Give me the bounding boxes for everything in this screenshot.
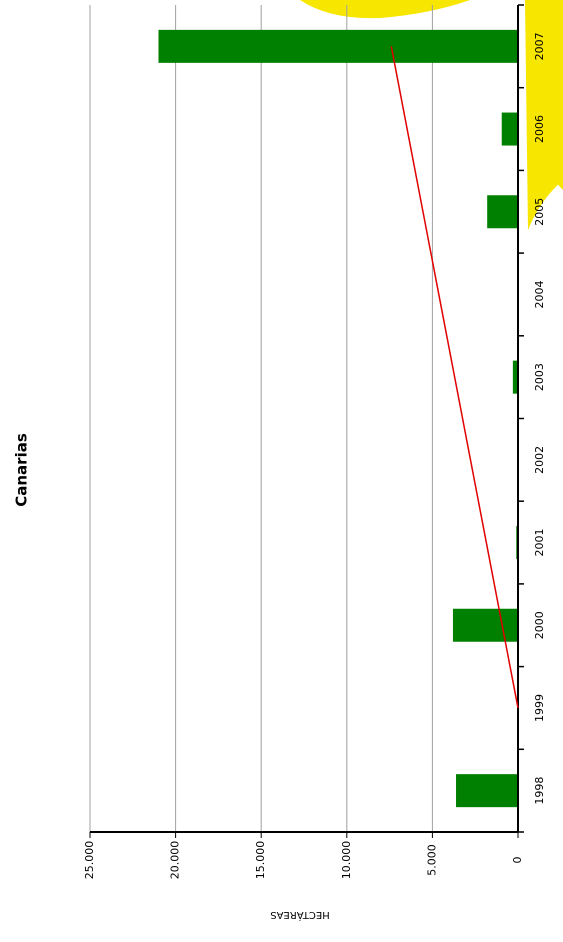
- y-tick-label: 15.000: [254, 841, 267, 880]
- y-tick-label: 25.000: [83, 841, 96, 880]
- y-tick-label: 10.000: [340, 841, 353, 880]
- axis-title: HECTÁREAS: [270, 909, 329, 922]
- bar: [487, 195, 518, 229]
- y-tick-label: 0: [511, 857, 524, 864]
- x-tick-label: 2000: [533, 611, 546, 639]
- logo-decoration: [300, 0, 563, 190]
- chart-title: Canarias: [13, 433, 31, 507]
- x-tick-label: 2006: [533, 115, 546, 143]
- x-tick-label: 1999: [533, 694, 546, 722]
- x-tick-label: 2004: [533, 280, 546, 308]
- x-tick-label: 2002: [533, 446, 546, 474]
- bar: [512, 360, 518, 394]
- x-tick-label: 2005: [533, 198, 546, 226]
- bar: [501, 112, 518, 146]
- logo-decoration: [525, 0, 563, 230]
- x-tick-label: 2007: [533, 32, 546, 60]
- bar: [452, 608, 518, 642]
- y-tick-label: 20.000: [169, 841, 182, 880]
- y-tick-label: 5.000: [425, 844, 438, 876]
- x-tick-label: 2003: [533, 363, 546, 391]
- x-tick-label: 1998: [533, 777, 546, 805]
- bar: [158, 29, 519, 63]
- x-tick-label: 2001: [533, 529, 546, 557]
- bar: [456, 774, 518, 808]
- trend-line: [390, 46, 519, 709]
